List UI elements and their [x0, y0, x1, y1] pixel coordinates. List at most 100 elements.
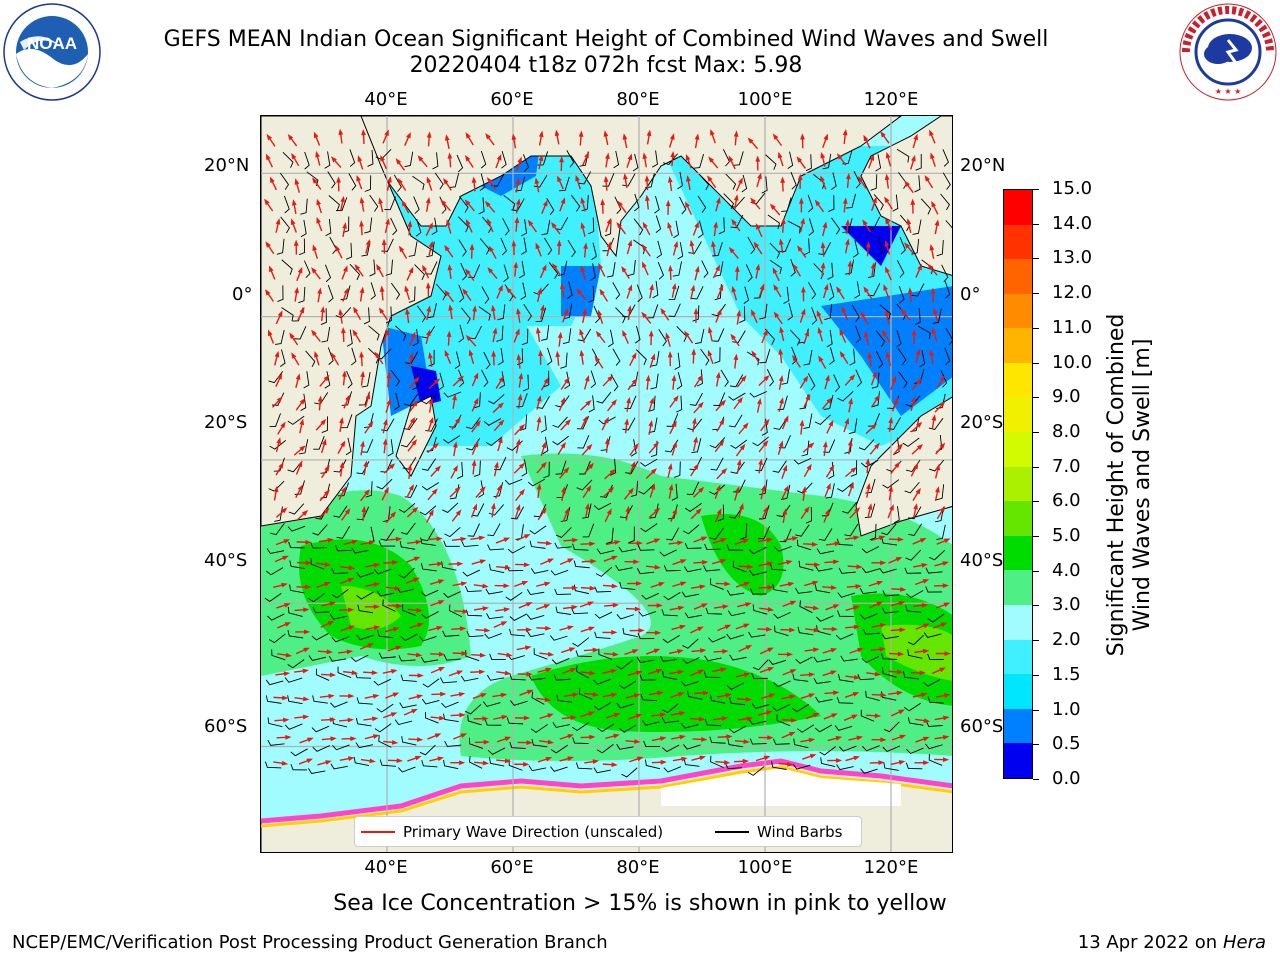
- wind-barb: [940, 370, 948, 388]
- wind-barb: [265, 695, 282, 704]
- wave-arrow-head: [824, 508, 830, 516]
- wind-barb: [648, 417, 658, 433]
- wave-arrow-head: [763, 375, 770, 382]
- wind-barb: [571, 722, 589, 732]
- wave-arrow-head: [454, 486, 461, 493]
- colorbar-tick-mark: [1033, 536, 1039, 538]
- wind-barb: [657, 262, 665, 280]
- wave-arrow-head: [623, 173, 628, 180]
- wind-barb: [792, 673, 809, 682]
- wind-barb: [745, 264, 753, 282]
- wave-arrow-head: [284, 603, 291, 608]
- wave-arrow-head: [943, 715, 950, 721]
- wave-arrow-head: [390, 669, 398, 674]
- wave-arrow-head: [836, 286, 842, 293]
- wind-barb: [564, 371, 571, 389]
- wind-barb: [640, 458, 658, 467]
- wind-barb: [268, 633, 286, 644]
- wind-barb: [315, 668, 330, 681]
- wave-arrow-head: [571, 585, 579, 591]
- wave-arrow-head: [479, 486, 486, 493]
- wave-arrow-head: [443, 177, 449, 185]
- wave-arrow-head: [822, 221, 828, 229]
- wind-barb: [826, 329, 833, 348]
- wind-barb: [633, 218, 644, 236]
- colorbar-segment: [1004, 674, 1032, 709]
- wind-barb: [469, 756, 483, 769]
- wave-arrow-head: [606, 217, 612, 225]
- wind-barb: [663, 766, 682, 773]
- wind-barb: [904, 702, 922, 712]
- wave-arrow-head: [649, 283, 654, 291]
- wind-barb: [542, 436, 549, 455]
- wave-arrow-head: [628, 487, 634, 494]
- wind-barb: [893, 506, 900, 524]
- wave-arrow-head: [654, 564, 661, 570]
- wind-barb: [814, 724, 833, 733]
- wave-arrow-head: [586, 443, 593, 451]
- wind-barb: [390, 369, 400, 387]
- date-text: 13 Apr 2022 on: [1077, 932, 1218, 953]
- lon-label-top-40e: 40°E: [364, 89, 408, 110]
- wave-arrow-head: [830, 670, 837, 676]
- wave-arrow-head: [778, 348, 784, 355]
- wave-arrow-head: [667, 351, 673, 358]
- wave-arrow-head: [599, 288, 605, 296]
- wind-barb: [628, 526, 635, 544]
- wave-arrow-head: [498, 375, 505, 383]
- wind-barb: [275, 329, 285, 345]
- wind-barb: [807, 373, 816, 391]
- wind-barb: [536, 395, 550, 409]
- wave-arrow-head: [391, 739, 399, 745]
- wind-barb: [273, 457, 285, 472]
- wave-arrow-head: [351, 670, 359, 676]
- wave-arrow-head: [465, 334, 472, 342]
- wind-barb: [578, 171, 592, 185]
- wave-arrow-head: [783, 415, 789, 422]
- wind-barb: [324, 264, 332, 283]
- wave-arrow-head: [555, 350, 561, 358]
- wave-arrow-head: [535, 242, 541, 250]
- field-5-6m-southwest: [341, 586, 401, 630]
- wave-arrow-head: [496, 484, 502, 492]
- wave-arrow-head: [280, 421, 286, 429]
- wave-arrow-head: [716, 308, 722, 316]
- wave-arrow-head: [931, 327, 937, 335]
- wind-barb: [387, 439, 394, 457]
- wave-arrow-head: [642, 152, 648, 159]
- wave-arrow-head: [564, 507, 570, 515]
- wind-barb: [726, 682, 745, 690]
- wind-barb: [875, 330, 886, 347]
- wave-arrow-head: [588, 626, 596, 632]
- wind-barb: [783, 286, 790, 304]
- wind-barb: [893, 437, 900, 455]
- wind-barb: [680, 680, 699, 687]
- wave-arrow-head: [880, 131, 886, 138]
- wave-arrow-head: [341, 486, 347, 493]
- wave-arrow-head: [311, 329, 317, 337]
- wind-barb: [390, 282, 401, 300]
- wave-arrow-head: [751, 309, 756, 316]
- wave-arrow-head: [631, 352, 637, 359]
- wind-barb: [666, 527, 680, 541]
- wave-arrow-head: [842, 197, 848, 204]
- wave-arrow-head: [677, 649, 684, 654]
- colorbar-tick-label: 8.0: [1052, 420, 1081, 442]
- colorbar-tick-label: 7.0: [1052, 455, 1081, 477]
- wind-barb: [882, 745, 901, 752]
- wave-arrow-head: [543, 377, 549, 384]
- wave-arrow-head: [919, 670, 926, 676]
- wind-barb: [752, 604, 768, 615]
- wind-barb: [414, 264, 425, 281]
- wave-arrow-head: [884, 309, 890, 317]
- wave-arrow-head: [336, 176, 341, 183]
- wind-barb: [687, 690, 703, 700]
- wave-arrow-head: [425, 282, 431, 289]
- wave-arrow-head: [911, 329, 917, 336]
- wave-arrow-head: [833, 690, 840, 696]
- wave-arrow-head: [671, 420, 677, 428]
- wind-barb: [478, 197, 485, 215]
- wave-arrow-head: [758, 458, 763, 466]
- wave-arrow-head: [718, 439, 725, 447]
- wave-arrow-head: [864, 330, 869, 338]
